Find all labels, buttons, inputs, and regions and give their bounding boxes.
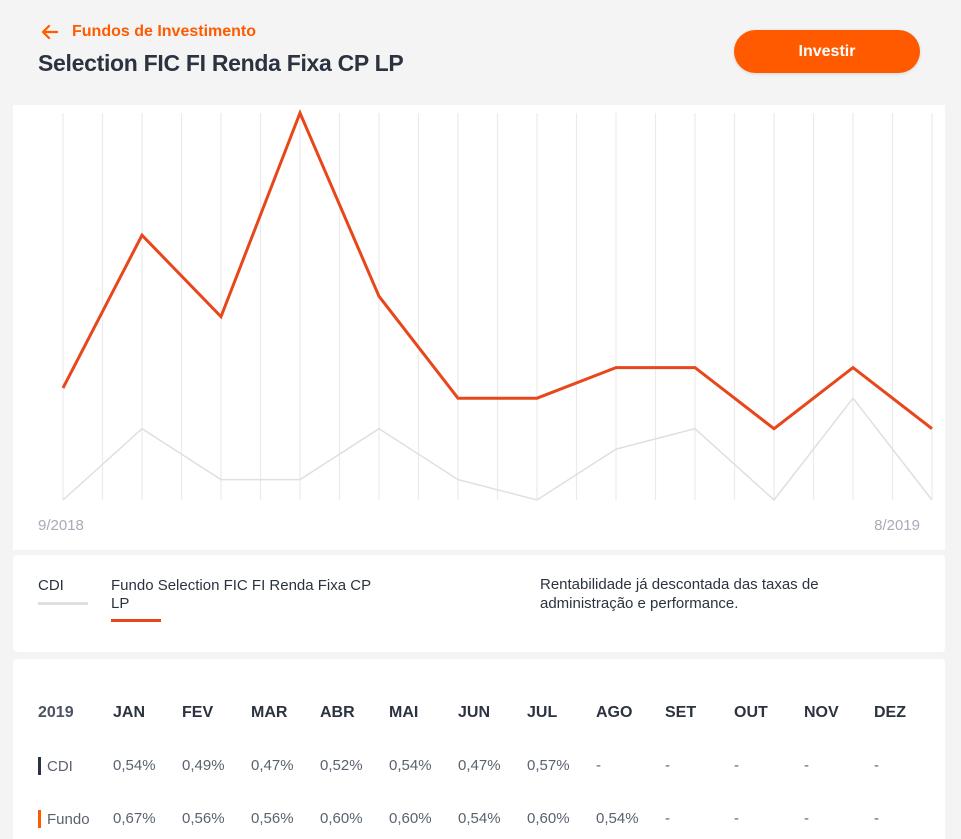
table-cell: 0,57% (527, 757, 570, 774)
table-cell: 0,47% (251, 757, 294, 774)
legend-fund-swatch (111, 619, 161, 622)
table-cell: 0,60% (320, 810, 363, 827)
row-label-text: CDI (47, 757, 73, 775)
fund-series-line (61, 109, 933, 431)
month-header: JAN (113, 704, 146, 721)
table-cell: 0,67% (113, 810, 156, 827)
x-axis-start-label: 9/2018 (38, 517, 84, 534)
table-cell: - (596, 757, 601, 774)
row-label-cdi: CDI (38, 757, 73, 775)
legend-cdi-swatch (38, 602, 88, 605)
legend-card: CDI Fundo Selection FIC FI Renda Fixa CP… (13, 555, 945, 652)
table-cell: - (874, 757, 879, 774)
table-row: Fundo 0,67% 0,56% 0,56% 0,60% 0,60% 0,54… (13, 810, 945, 834)
month-header: MAI (389, 704, 419, 721)
monthly-returns-table: 2019 JAN FEV MAR ABR MAI JUN JUL AGO SET… (13, 659, 945, 839)
table-cell: 0,54% (113, 757, 156, 774)
invest-button[interactable]: Investir (734, 30, 920, 73)
month-header: DEZ (874, 704, 906, 721)
back-link-label: Fundos de Investimento (72, 23, 257, 40)
x-axis-end-label: 8/2019 (874, 517, 920, 534)
month-header: FEV (182, 704, 214, 721)
legend-item-fund: Fundo Selection FIC FI Renda Fixa CP LP (111, 577, 383, 622)
legend-fund-label: Fundo Selection FIC FI Renda Fixa CP LP (111, 577, 371, 612)
cdi-series-line (62, 396, 933, 502)
page-title: Selection FIC FI Renda Fixa CP LP (38, 50, 404, 76)
table-cell: 0,49% (182, 757, 225, 774)
legend-item-cdi: CDI (38, 577, 90, 605)
table-cell: - (734, 757, 739, 774)
month-header: OUT (734, 704, 768, 721)
month-header: MAR (251, 704, 288, 721)
month-header: NOV (804, 704, 839, 721)
cdi-marker (38, 757, 41, 775)
table-cell: - (804, 757, 809, 774)
table-cell: - (874, 810, 879, 827)
table-year: 2019 (38, 704, 74, 721)
page-header: Fundos de Investimento Selection FIC FI … (0, 0, 961, 105)
table-cell: - (665, 757, 670, 774)
table-cell: - (665, 810, 670, 827)
table-cell: 0,54% (596, 810, 639, 827)
arrow-left-icon (41, 24, 59, 40)
month-header: JUL (527, 704, 558, 721)
table-header-row: 2019 JAN FEV MAR ABR MAI JUN JUL AGO SET… (13, 704, 945, 728)
table-cell: 0,54% (458, 810, 501, 827)
row-label-fundo: Fundo (38, 810, 90, 828)
table-row: CDI 0,54% 0,49% 0,47% 0,52% 0,54% 0,47% … (13, 757, 945, 781)
table-cell: 0,52% (320, 757, 363, 774)
performance-chart (61, 109, 933, 502)
table-cell: 0,56% (182, 810, 225, 827)
table-cell: 0,54% (389, 757, 432, 774)
fee-note: Rentabilidade já descontada das taxas de… (540, 576, 819, 612)
month-header: JUN (458, 704, 491, 721)
table-cell: 0,60% (527, 810, 570, 827)
table-cell: 0,60% (389, 810, 432, 827)
row-label-text: Fundo (47, 810, 90, 828)
month-header: AGO (596, 704, 633, 721)
chart-card: 9/2018 8/2019 (13, 105, 945, 550)
back-link[interactable]: Fundos de Investimento (40, 22, 256, 42)
table-cell: 0,47% (458, 757, 501, 774)
table-cell: - (734, 810, 739, 827)
month-header: ABR (320, 704, 355, 721)
month-header: SET (665, 704, 697, 721)
table-cell: - (804, 810, 809, 827)
chart-grid (62, 113, 933, 500)
fund-marker (38, 810, 41, 828)
table-cell: 0,56% (251, 810, 294, 827)
legend-cdi-label: CDI (38, 577, 64, 594)
